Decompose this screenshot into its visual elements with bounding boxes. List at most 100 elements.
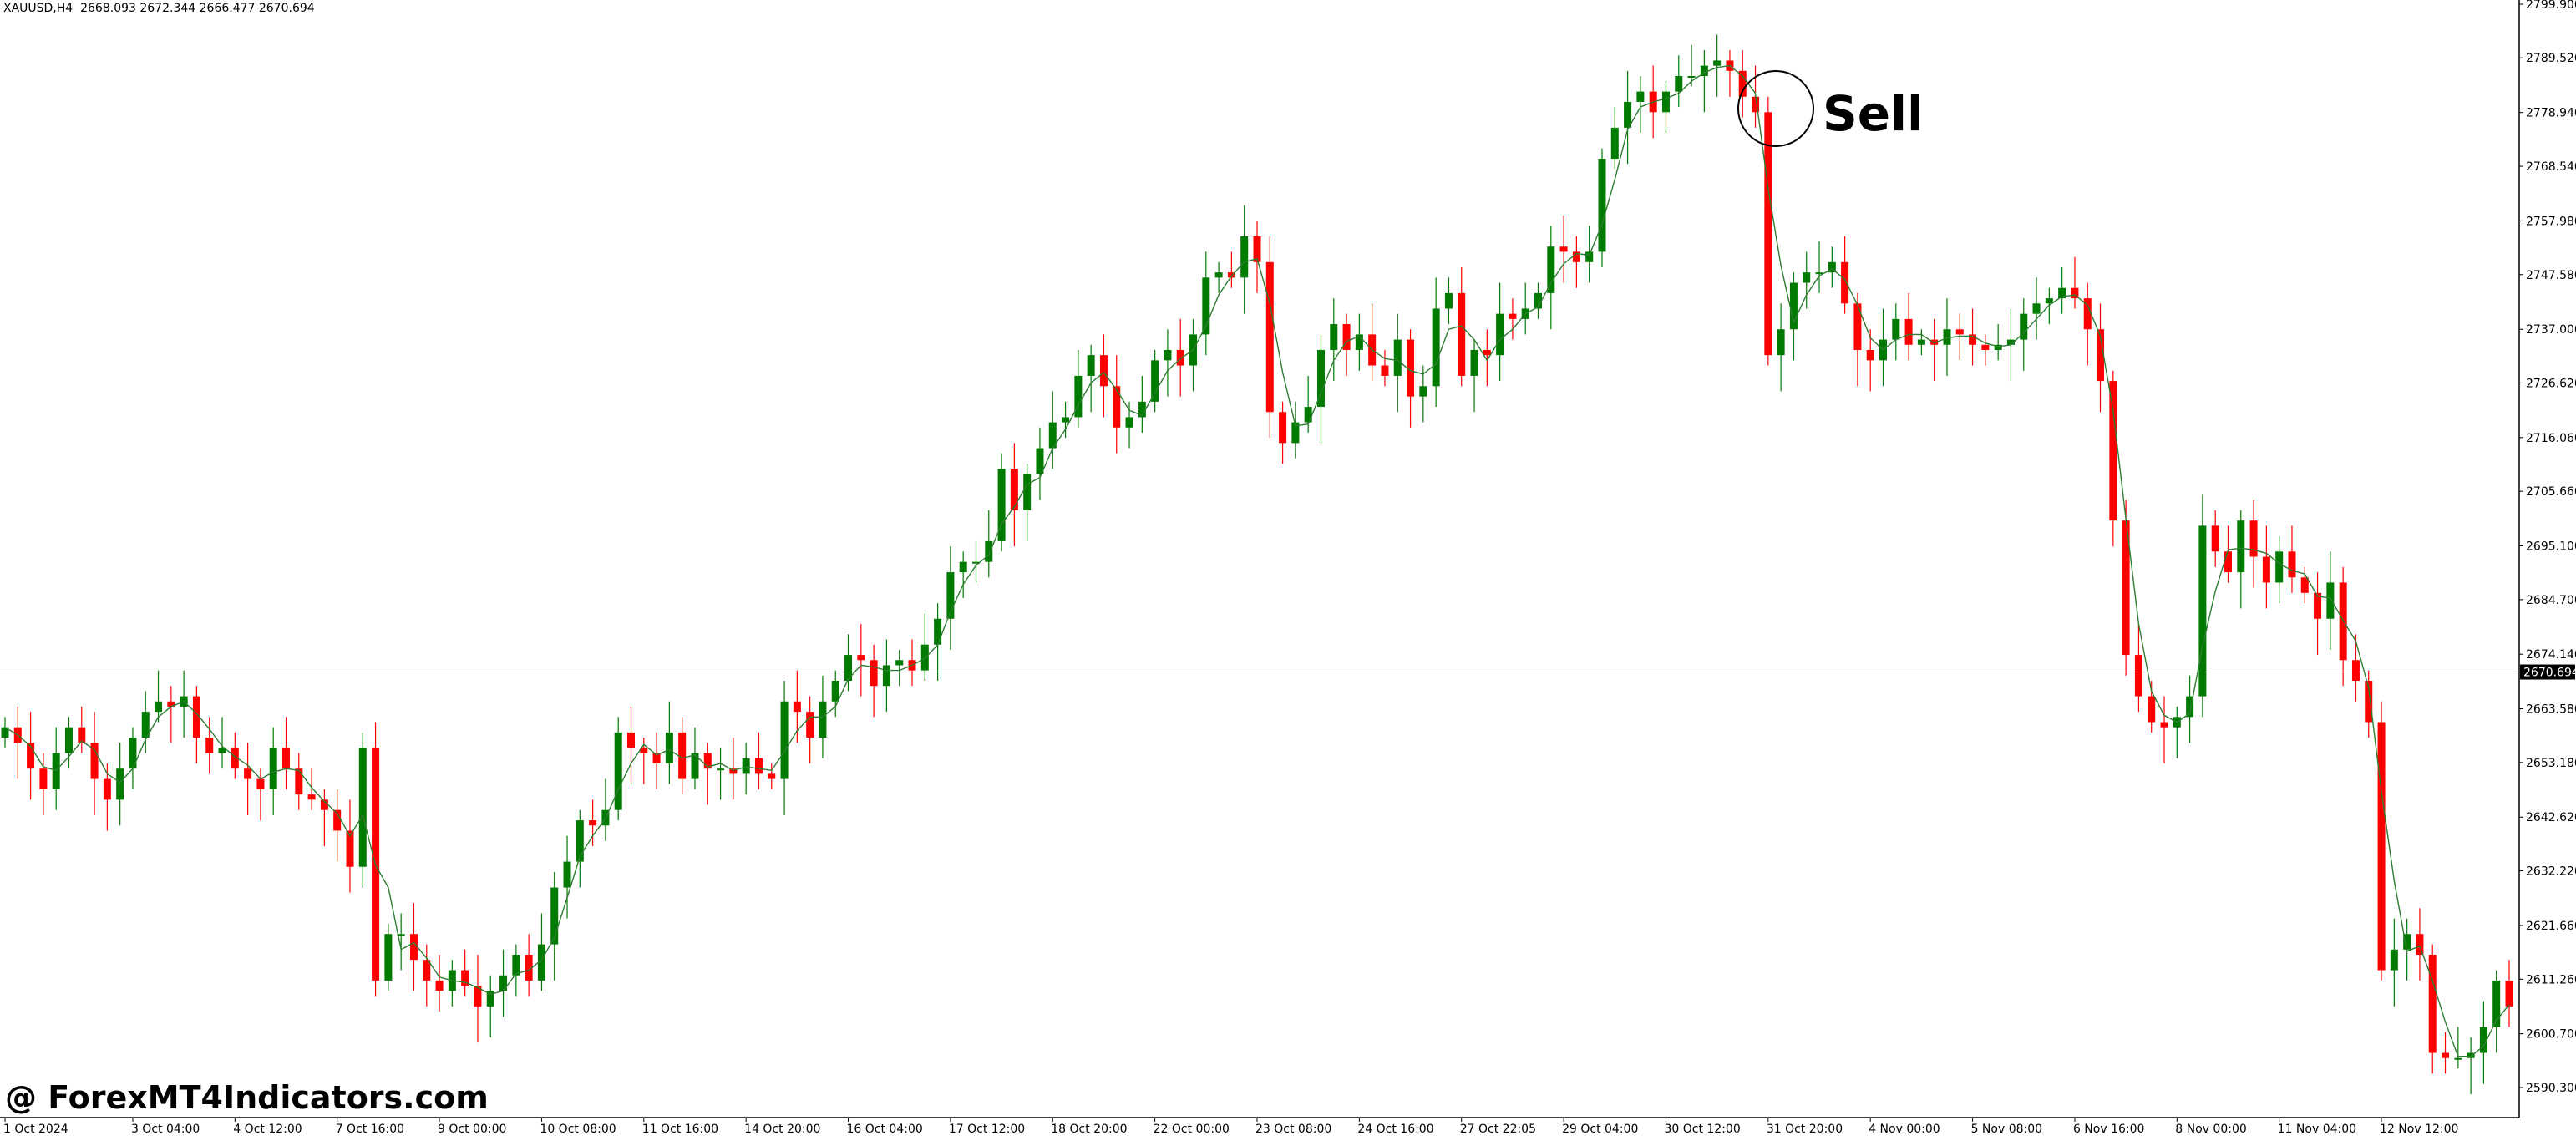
time-tick-label: 29 Oct 04:00 [1562,1123,1638,1136]
candle-body [1789,282,1798,330]
candle [550,871,559,981]
candle [333,789,342,862]
candle-body [1342,324,1351,350]
candle [1598,148,1606,267]
candle [167,686,175,743]
candle [2045,287,2053,325]
watermark: @ ForexMT4Indicators.com [5,1079,489,1116]
candle-body [1355,334,1363,350]
candle-body [691,753,699,779]
candle-body [1062,417,1070,423]
candle [218,717,226,769]
candle-body [2148,696,2156,723]
time-tick-label: 5 Nov 08:00 [1971,1123,2042,1136]
candle-body [2032,303,2041,314]
candle [116,743,124,826]
candle [409,903,418,991]
candle-body [780,701,789,779]
candle-body [2262,556,2270,583]
candle [129,727,137,789]
price-tick-label: 2747.580 [2526,269,2576,282]
candle [2377,701,2386,981]
candle-body [2300,577,2309,593]
candle-body [1994,344,2002,350]
candle [997,453,1006,552]
candle [2020,298,2028,371]
candle [358,732,367,888]
candle [1253,221,1261,293]
candle-body [269,748,277,789]
candle [1279,401,1287,464]
candle-body [1547,246,1555,293]
candle-body [525,954,533,981]
candle-body [1713,60,1722,66]
price-tick-label: 2705.660 [2526,485,2576,499]
candle-body [1458,292,1466,376]
candle-body [971,561,980,564]
candle [1138,375,1146,433]
candle-body [793,701,801,713]
candle [614,717,622,821]
candle [2262,525,2270,609]
candle [1355,313,1363,371]
candle [2083,282,2092,366]
candle [729,738,738,800]
candle-body [205,738,214,753]
price-tick-label: 2684.700 [2526,594,2576,607]
candle [1176,318,1184,397]
candle-body [678,732,687,779]
candle-body [2314,592,2322,619]
candle [2314,572,2322,656]
candle-body [423,960,431,981]
candle [1151,349,1159,413]
candle [525,934,533,997]
candle-body [1253,236,1261,262]
time-tick-label: 22 Oct 00:00 [1154,1123,1230,1136]
candle [39,753,48,815]
candle-body [103,778,111,800]
time-tick-label: 4 Oct 12:00 [233,1123,302,1136]
candle [1470,339,1478,413]
candle-body [652,753,661,764]
candle [78,706,86,753]
candle-body [1265,261,1274,413]
candle [27,712,35,800]
candle-body [537,944,545,981]
candle [768,763,776,789]
candle-body [1930,339,1939,345]
candle [1419,365,1427,423]
candle [372,722,380,997]
time-tick-label: 1 Oct 2024 [3,1123,68,1136]
candle-body [985,540,993,562]
candle [2160,696,2168,764]
candle-body [806,712,814,738]
candle-body [1407,339,1415,397]
candle-body [1559,246,1568,252]
candle-body [52,753,60,789]
candle-body [167,701,175,707]
candle-body [2390,949,2398,971]
candle-body [2083,298,2092,330]
candle-body [1955,329,1964,335]
candle [2211,510,2219,567]
candle [2428,944,2437,1074]
time-tick-label: 17 Oct 12:00 [949,1123,1025,1136]
candle-body [39,768,48,789]
candle-body [2224,551,2232,573]
candle [742,743,750,795]
time-tick-label: 14 Oct 20:00 [744,1123,820,1136]
candle-body [1483,349,1491,356]
candle [2288,525,2296,593]
candle-body [1393,339,1402,376]
candle-body [461,970,469,986]
time-tick-label: 4 Nov 00:00 [1869,1123,1940,1136]
candle-body [1534,292,1543,309]
candle-body [409,934,418,961]
candle [205,717,214,774]
candle-body [2186,696,2194,718]
candle [2249,500,2258,588]
candle [1074,349,1083,428]
candle [946,546,955,650]
candle-body [1087,355,1095,376]
